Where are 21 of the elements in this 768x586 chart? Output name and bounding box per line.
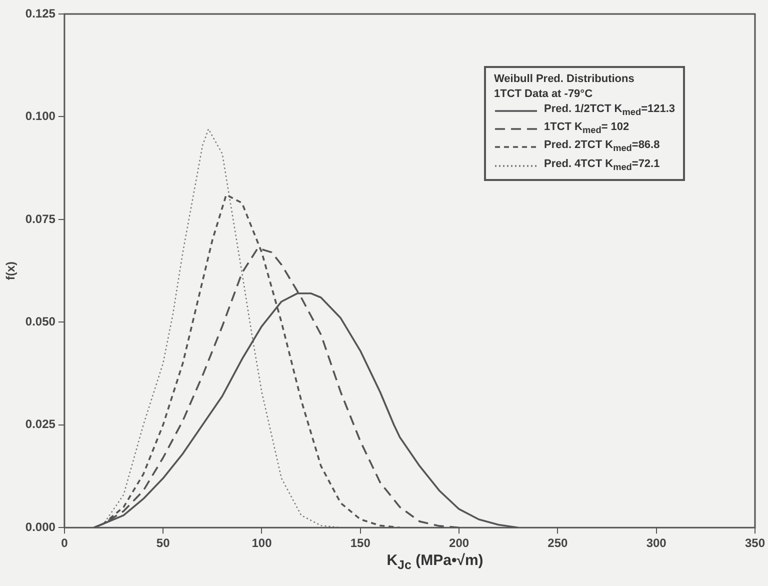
- legend-label: Pred. 1/2TCT K$_{med}$=121.3: [544, 102, 676, 120]
- y-tick-label: 0.125: [25, 6, 56, 20]
- legend-label: Pred. 4TCT K$_{med}$=72.1: [544, 156, 660, 174]
- y-tick-label: 0.025: [25, 417, 56, 432]
- x-axis-title: K$_{Jc}$ (MPa•√m): [386, 552, 484, 572]
- x-tick-label: 350: [744, 536, 766, 550]
- x-tick-label: 150: [350, 536, 371, 550]
- y-tick-label: 0.075: [25, 212, 56, 226]
- y-tick-label: 0.100: [25, 109, 56, 124]
- x-tick-label: 200: [449, 536, 470, 550]
- legend-label: 1TCT K$_{med}$= 102: [544, 120, 630, 138]
- y-tick-label: 0.050: [25, 314, 56, 328]
- legend-label: Pred. 2TCT K$_{med}$=86.8: [544, 138, 660, 156]
- legend-title: Weibull Pred. Distributions 1TCT Data at -79°C: [494, 72, 636, 102]
- y-axis-title: f(x): [4, 261, 18, 280]
- x-tick-label: 0: [61, 536, 68, 550]
- x-tick-label: 250: [548, 536, 568, 550]
- x-tick-label: 100: [252, 536, 272, 550]
- x-tick-label: 300: [646, 536, 667, 550]
- y-tick-label: 0.000: [25, 520, 56, 534]
- x-tick-label: 50: [156, 536, 170, 550]
